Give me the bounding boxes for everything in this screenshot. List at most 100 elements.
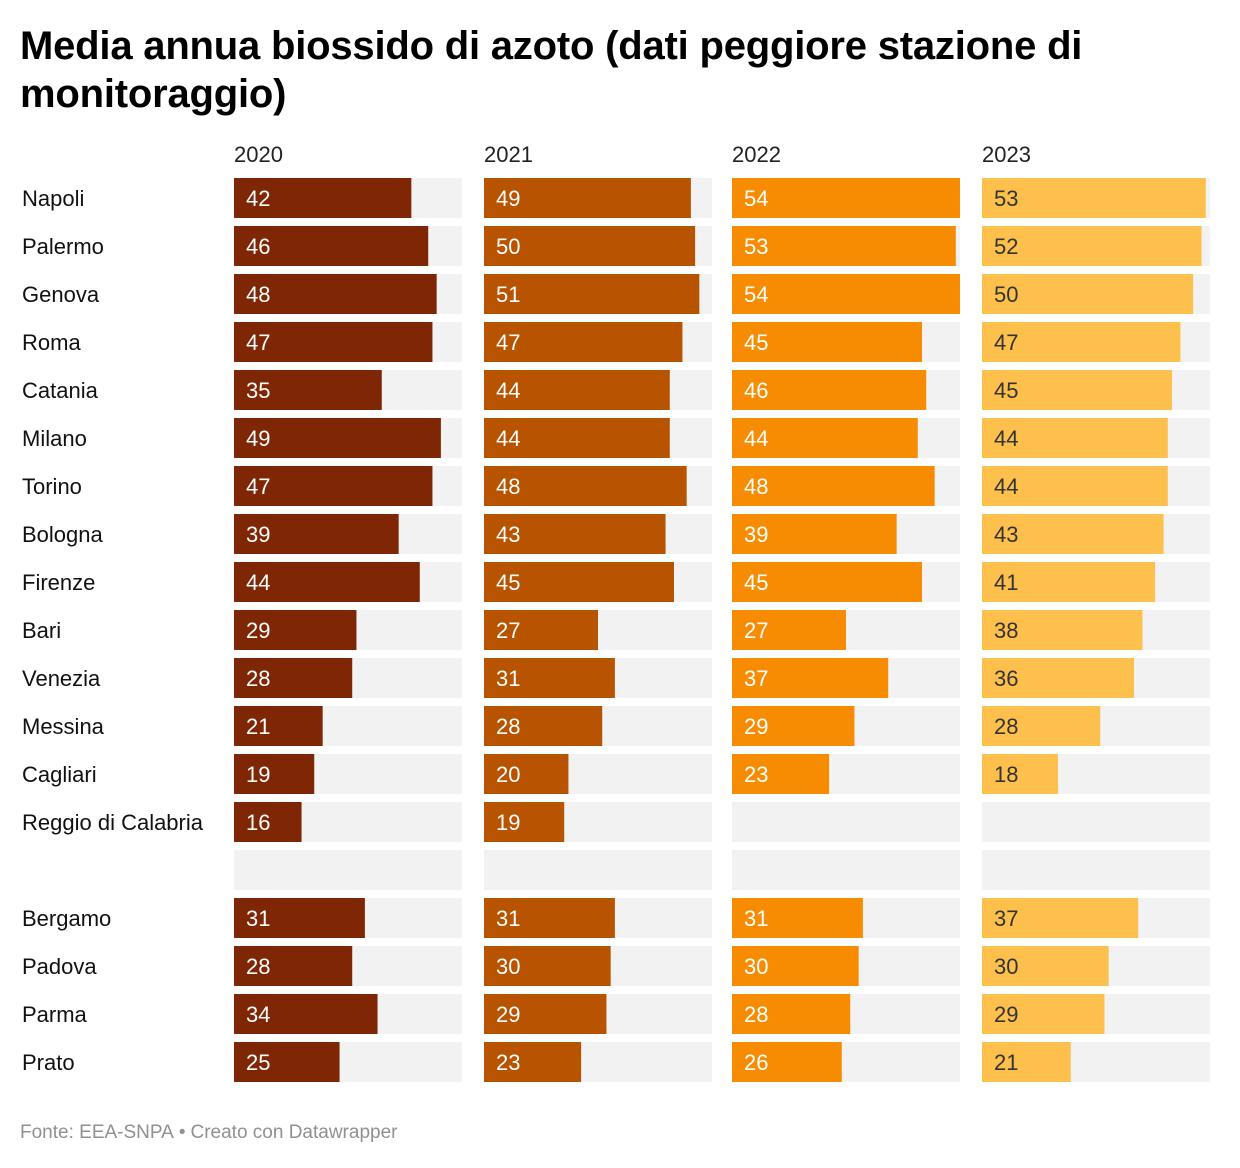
data-label: 42 bbox=[246, 186, 270, 211]
bar-2020 bbox=[234, 946, 353, 986]
data-label: 23 bbox=[496, 1050, 520, 1075]
data-label: 19 bbox=[496, 810, 520, 835]
category-label: Palermo bbox=[22, 234, 104, 259]
data-label: 28 bbox=[496, 714, 520, 739]
category-label: Catania bbox=[22, 378, 99, 403]
bar-2020 bbox=[234, 754, 315, 794]
bar-2020 bbox=[234, 274, 437, 314]
footer-separator: • bbox=[178, 1122, 186, 1143]
column-header-2020: 2020 bbox=[234, 142, 283, 167]
data-label: 46 bbox=[246, 234, 270, 259]
data-label: 31 bbox=[496, 906, 520, 931]
data-label: 20 bbox=[496, 762, 520, 787]
data-label: 48 bbox=[246, 282, 270, 307]
bar-2020 bbox=[234, 562, 420, 602]
bar-2020 bbox=[234, 994, 378, 1034]
data-label: 52 bbox=[994, 234, 1018, 259]
data-label: 44 bbox=[994, 426, 1018, 451]
data-label: 29 bbox=[744, 714, 768, 739]
data-label: 21 bbox=[246, 714, 270, 739]
data-label: 34 bbox=[246, 1002, 270, 1027]
data-label: 30 bbox=[744, 954, 768, 979]
bar-track bbox=[732, 850, 960, 890]
data-label: 27 bbox=[744, 618, 768, 643]
data-label: 47 bbox=[496, 330, 520, 355]
bar-2021 bbox=[484, 466, 687, 506]
data-label: 35 bbox=[246, 378, 270, 403]
bar-2022 bbox=[732, 274, 960, 314]
source-note: Fonte: EEA-SNPA bbox=[20, 1122, 174, 1143]
bar-2021 bbox=[484, 322, 683, 362]
bar-2021 bbox=[484, 562, 674, 602]
bar-2020 bbox=[234, 514, 399, 554]
data-label: 48 bbox=[744, 474, 768, 499]
data-label: 30 bbox=[994, 954, 1018, 979]
bar-2023 bbox=[982, 178, 1206, 218]
bar-2021 bbox=[484, 610, 598, 650]
data-label: 47 bbox=[994, 330, 1018, 355]
data-label: 38 bbox=[994, 618, 1018, 643]
data-label: 44 bbox=[744, 426, 768, 451]
category-label: Padova bbox=[22, 954, 97, 979]
bar-2021 bbox=[484, 514, 666, 554]
bar-2020 bbox=[234, 898, 365, 938]
bar-2020 bbox=[234, 706, 323, 746]
data-label: 29 bbox=[496, 1002, 520, 1027]
bar-2022 bbox=[732, 706, 855, 746]
data-label: 54 bbox=[744, 186, 768, 211]
bar-2022 bbox=[732, 946, 859, 986]
data-label: 16 bbox=[246, 810, 270, 835]
bar-2023 bbox=[982, 274, 1194, 314]
data-label: 37 bbox=[994, 906, 1018, 931]
bar-2022 bbox=[732, 658, 889, 698]
data-label: 50 bbox=[496, 234, 520, 259]
data-label: 39 bbox=[744, 522, 768, 547]
bar-2022 bbox=[732, 562, 922, 602]
data-label: 28 bbox=[994, 714, 1018, 739]
data-label: 26 bbox=[744, 1050, 768, 1075]
data-label: 29 bbox=[246, 618, 270, 643]
data-label: 31 bbox=[496, 666, 520, 691]
data-label: 45 bbox=[994, 378, 1018, 403]
data-label: 44 bbox=[496, 426, 520, 451]
bar-2020 bbox=[234, 226, 429, 266]
bar-2023 bbox=[982, 658, 1134, 698]
data-label: 44 bbox=[496, 378, 520, 403]
data-label: 31 bbox=[744, 906, 768, 931]
bar-2021 bbox=[484, 946, 611, 986]
bar-2021 bbox=[484, 1042, 582, 1082]
bar-track bbox=[484, 850, 712, 890]
bar-2020 bbox=[234, 178, 412, 218]
bar-2022 bbox=[732, 370, 927, 410]
category-label: Milano bbox=[22, 426, 87, 451]
category-label: Venezia bbox=[22, 666, 101, 691]
bar-2022 bbox=[732, 226, 956, 266]
bar-2022 bbox=[732, 514, 897, 554]
data-label: 44 bbox=[246, 570, 270, 595]
category-label: Bergamo bbox=[22, 906, 111, 931]
data-label: 54 bbox=[744, 282, 768, 307]
data-label: 31 bbox=[246, 906, 270, 931]
bar-2020 bbox=[234, 802, 302, 842]
bar-2021 bbox=[484, 994, 607, 1034]
bar-2021 bbox=[484, 178, 691, 218]
data-label: 43 bbox=[496, 522, 520, 547]
bar-2021 bbox=[484, 226, 696, 266]
bar-2023 bbox=[982, 946, 1109, 986]
data-label: 50 bbox=[994, 282, 1018, 307]
bar-2021 bbox=[484, 706, 603, 746]
bar-2020 bbox=[234, 370, 382, 410]
data-label: 30 bbox=[496, 954, 520, 979]
data-label: 36 bbox=[994, 666, 1018, 691]
credit-note: Creato con Datawrapper bbox=[190, 1122, 398, 1143]
bar-2021 bbox=[484, 898, 615, 938]
category-label: Prato bbox=[22, 1050, 75, 1075]
data-label: 53 bbox=[744, 234, 768, 259]
column-header-2021: 2021 bbox=[484, 142, 533, 167]
category-label: Genova bbox=[22, 282, 100, 307]
data-label: 43 bbox=[994, 522, 1018, 547]
bar-2022 bbox=[732, 994, 851, 1034]
bar-track bbox=[982, 850, 1210, 890]
data-label: 49 bbox=[496, 186, 520, 211]
